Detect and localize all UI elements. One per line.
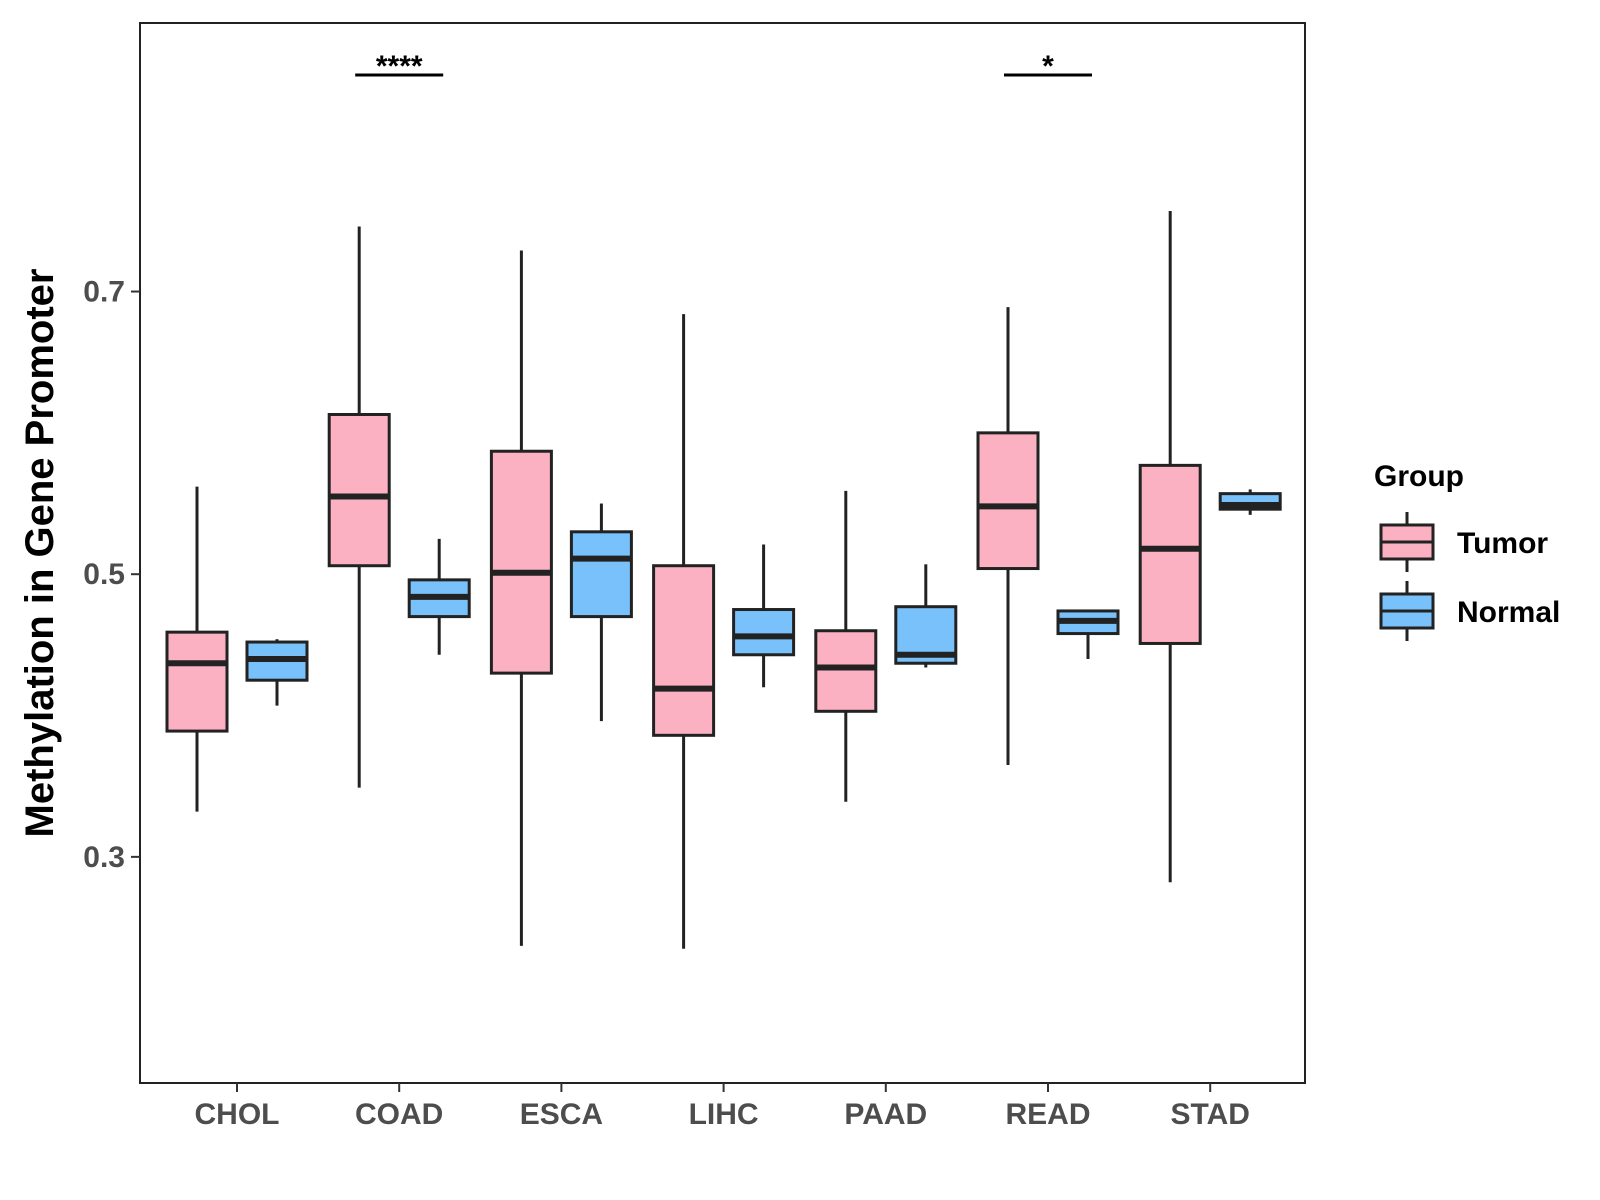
legend-item-normal: Normal — [1379, 581, 1560, 641]
box-body — [489, 449, 553, 675]
box-coad-tumor — [327, 226, 391, 788]
box-body — [652, 564, 716, 737]
box-stad-tumor — [1138, 210, 1202, 883]
y-axis: 0.3 0.5 0.7 — [83, 276, 140, 874]
significance-read: * — [1004, 50, 1092, 83]
box-body — [814, 629, 878, 713]
legend-item-tumor: Tumor — [1379, 512, 1548, 572]
legend-label-tumor: Tumor — [1457, 527, 1548, 560]
box-chol-normal — [245, 639, 309, 706]
box-body — [165, 630, 229, 733]
x-tick-label-paad: PAAD — [844, 1098, 927, 1131]
box-body — [976, 431, 1040, 571]
box-esca-normal — [569, 503, 633, 722]
y-tick-label: 0.3 — [83, 841, 125, 874]
significance-coad: **** — [355, 50, 444, 83]
y-tick-label: 0.5 — [83, 558, 125, 591]
significance-label: * — [1042, 50, 1054, 83]
panel-border — [139, 22, 1306, 1084]
legend-label-normal: Normal — [1457, 596, 1560, 629]
x-tick-label-esca: ESCA — [520, 1098, 603, 1131]
x-tick-label-lihc: LIHC — [689, 1098, 759, 1131]
box-body — [732, 608, 796, 657]
legend-title: Group — [1374, 460, 1464, 493]
box-paad-normal — [894, 564, 958, 668]
box-paad-tumor — [814, 490, 878, 802]
box-esca-tumor — [489, 250, 553, 946]
box-body — [327, 412, 391, 568]
box-body — [569, 530, 633, 619]
box-body — [1138, 463, 1202, 645]
y-tick-label: 0.7 — [83, 276, 125, 309]
x-axis: CHOL COAD ESCA LIHC PAAD READ STAD — [195, 1083, 1250, 1131]
x-tick-label-coad: COAD — [355, 1098, 443, 1131]
box-chol-tumor — [165, 486, 229, 812]
box-stad-normal — [1218, 489, 1282, 515]
legend: Group Tumor Normal — [1374, 460, 1560, 641]
y-axis-label: Methylation in Gene Promoter — [18, 269, 62, 838]
box-lihc-tumor — [652, 314, 716, 949]
box-read-tumor — [976, 307, 1040, 765]
box-read-normal — [1056, 609, 1120, 659]
x-tick-label-read: READ — [1005, 1098, 1090, 1131]
boxes-layer — [165, 210, 1282, 949]
box-coad-normal — [407, 538, 471, 655]
significance-label: **** — [376, 50, 423, 83]
x-tick-label-chol: CHOL — [195, 1098, 280, 1131]
box-lihc-normal — [732, 544, 796, 688]
significance-layer: **** * — [355, 50, 1092, 83]
x-tick-label-stad: STAD — [1170, 1098, 1249, 1131]
